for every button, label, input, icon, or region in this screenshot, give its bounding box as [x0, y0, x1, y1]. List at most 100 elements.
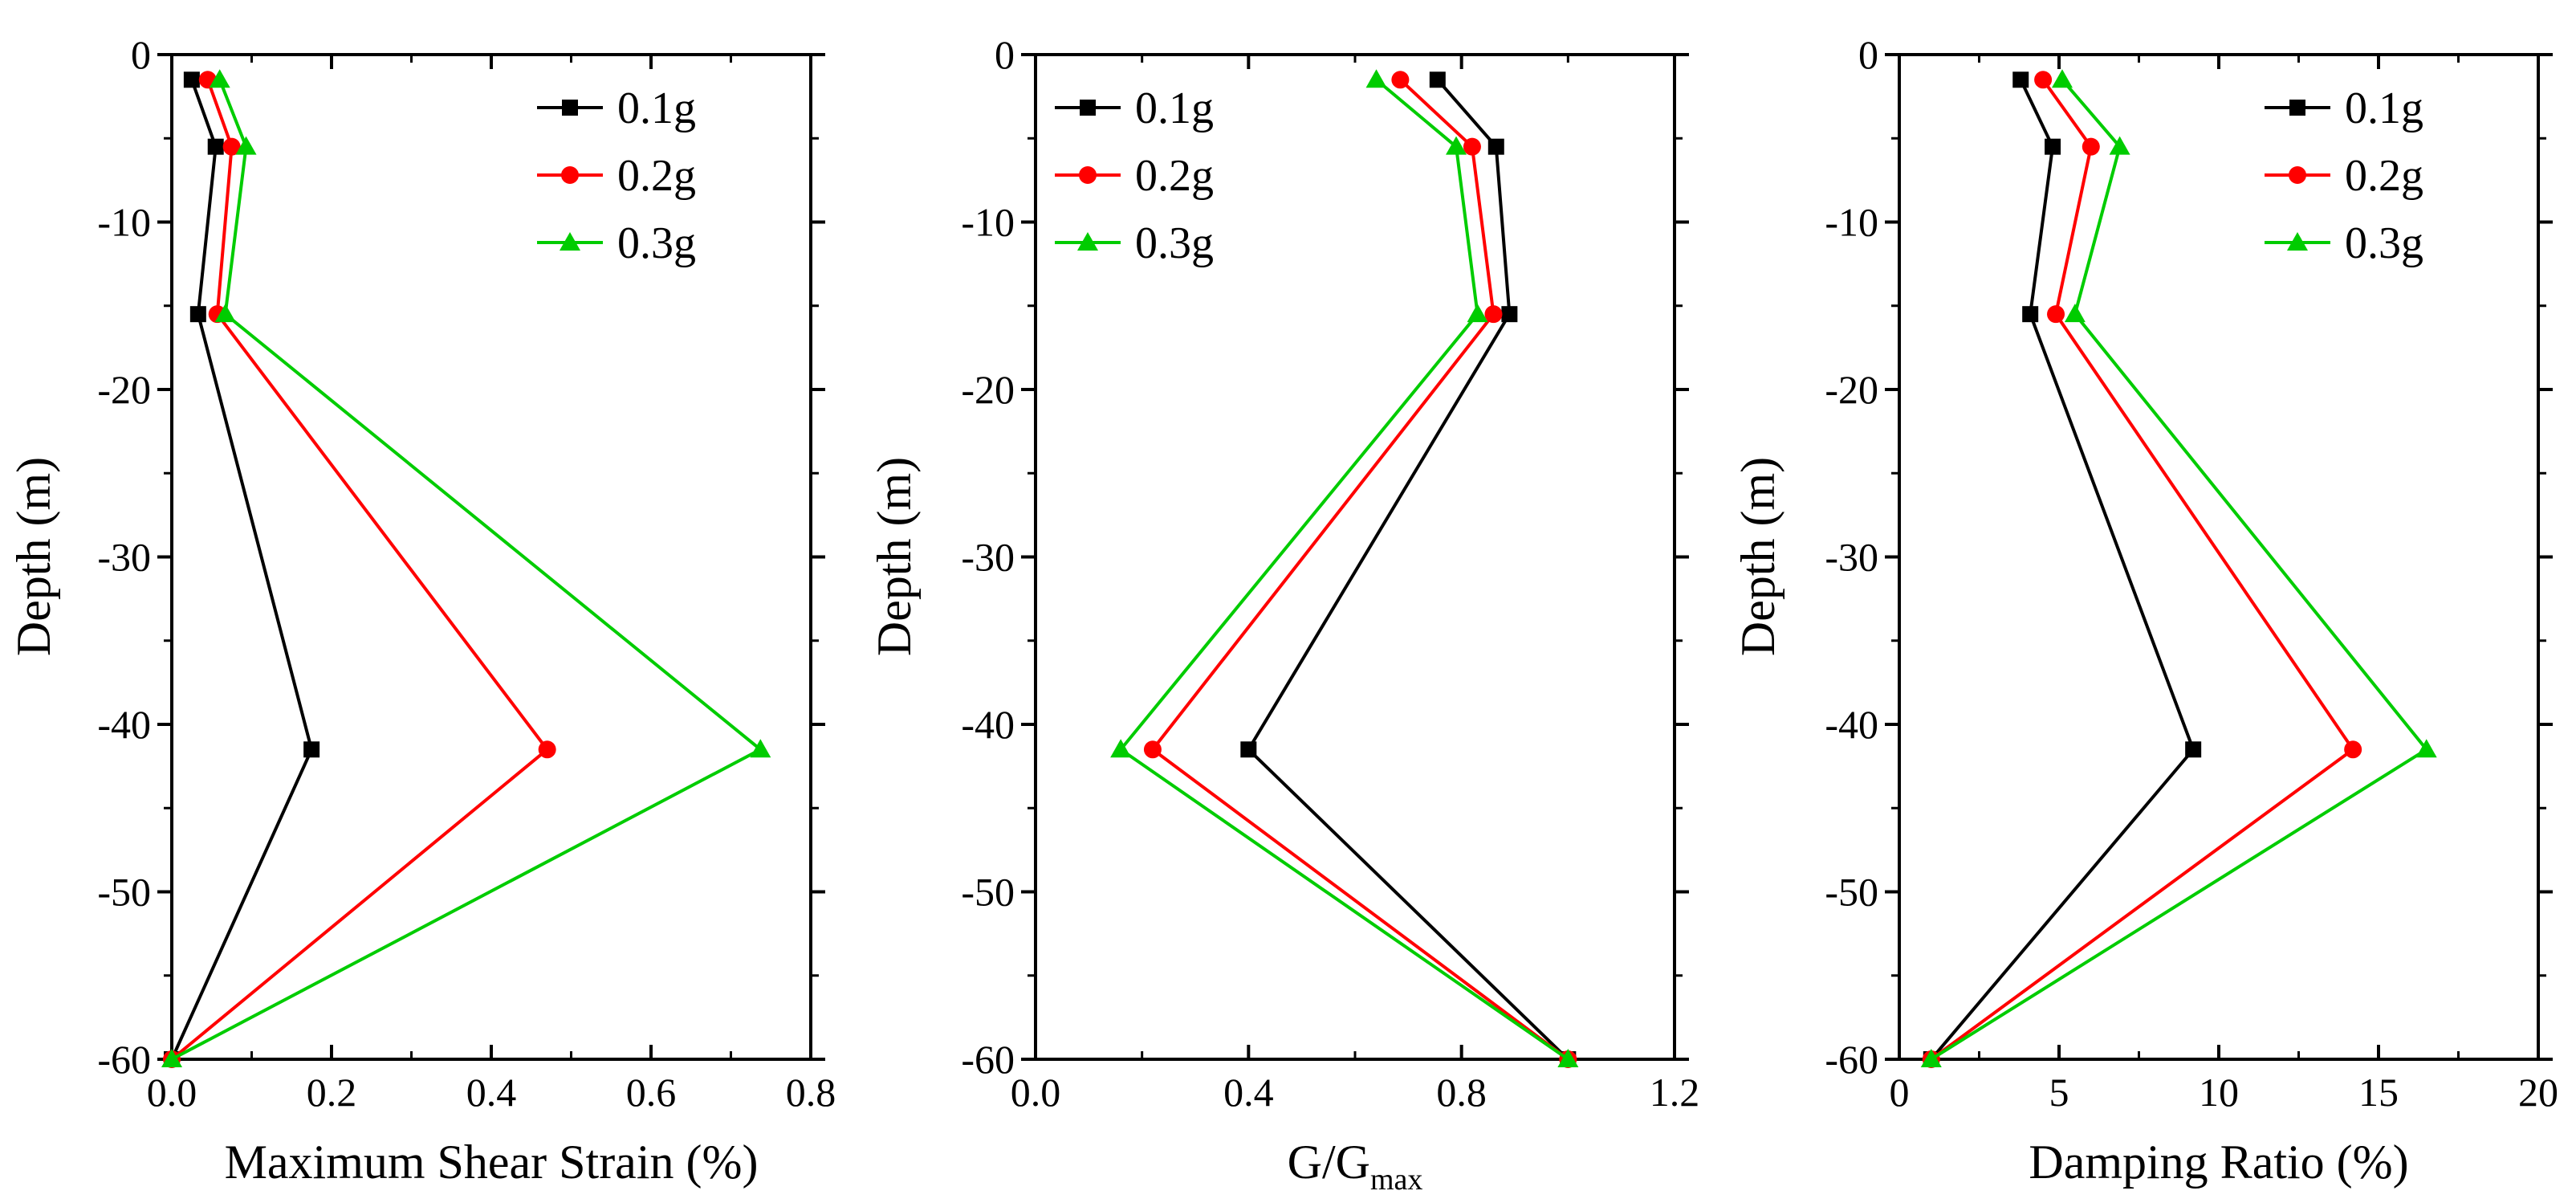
data-point-0.3g [1467, 304, 1488, 323]
y-tick-label: -50 [1825, 870, 1878, 915]
legend-label-0.1g: 0.1g [2345, 84, 2423, 133]
x-axis-title: Damping Ratio (%) [2029, 1136, 2408, 1189]
y-tick-label: 0 [995, 32, 1015, 77]
x-axis-title-main: G/G [1288, 1136, 1370, 1189]
data-point-0.2g [1484, 305, 1503, 324]
data-point-0.2g [1391, 71, 1410, 89]
legend-label-0.2g: 0.2g [617, 151, 696, 201]
x-tick-label: 0.0 [147, 1070, 197, 1115]
x-tick-label: 0.0 [1011, 1070, 1061, 1115]
y-tick-label: -30 [97, 535, 151, 580]
shear-strain-panel: 0.0 0.2 0.4 0.6 0.8 0 -10 -20 -30 -40 -50 -60 0.1g 0… [7, 32, 836, 1189]
legend-marker-0.2g [2289, 166, 2306, 184]
y-tick-label: 0 [131, 32, 151, 77]
data-point-0.3g [2109, 136, 2130, 155]
legend-label-0.1g: 0.1g [617, 84, 696, 133]
x-tick-label: 0.8 [1436, 1070, 1487, 1115]
legend-marker-0.1g [2289, 100, 2305, 116]
data-point-0.2g [1463, 137, 1481, 156]
data-point-0.1g [1429, 71, 1446, 88]
y-tick-label: -20 [97, 367, 151, 412]
y-tick-label: -20 [1825, 367, 1878, 412]
y-tick-label: -40 [97, 702, 151, 747]
x-tick-label: 5 [2049, 1070, 2069, 1115]
x-axis-title-subscript: max [1370, 1163, 1422, 1197]
y-tick-label: -50 [97, 870, 151, 915]
data-point-0.3g [1920, 1049, 1942, 1067]
y-tick-label: -20 [961, 367, 1015, 412]
legend-marker-0.1g [1080, 100, 1096, 116]
y-axis-title: Depth (m) [7, 457, 60, 656]
damping-ratio-panel: 0 5 10 15 20 0 -10 -20 -30 -40 -50 -60 0.1g 0.2g 0.3g… [1732, 32, 2558, 1189]
y-tick-label: -10 [97, 200, 151, 245]
data-point-0.3g [161, 1049, 182, 1067]
data-point-0.2g [2344, 740, 2362, 759]
x-tick-label: 0.6 [626, 1070, 677, 1115]
legend-marker-0.3g [560, 232, 580, 251]
y-tick-label: -60 [97, 1037, 151, 1082]
data-point-0.2g [222, 137, 241, 156]
data-point-0.1g [1487, 138, 1504, 155]
legend-label-0.3g: 0.3g [1135, 218, 1214, 268]
data-point-0.2g [538, 740, 556, 759]
legend-marker-0.2g [1079, 166, 1097, 184]
data-point-0.3g [235, 136, 257, 155]
data-point-0.3g [209, 69, 230, 88]
legend-marker-0.2g [561, 166, 579, 184]
data-point-0.1g [303, 741, 320, 758]
x-tick-label: 20 [2518, 1070, 2558, 1115]
x-tick-label: 0.8 [786, 1070, 836, 1115]
data-point-0.1g [2012, 71, 2029, 88]
data-point-0.3g [2051, 69, 2073, 88]
y-tick-label: -60 [1825, 1037, 1878, 1082]
data-point-0.3g [2415, 739, 2437, 758]
x-axis-title: Maximum Shear Strain (%) [225, 1136, 759, 1189]
y-axis-title: Depth (m) [1732, 457, 1784, 656]
y-axis-title: Depth (m) [868, 457, 921, 656]
y-tick-label: -60 [961, 1037, 1015, 1082]
data-point-0.3g [1110, 739, 1132, 758]
y-tick-label: -40 [1825, 702, 1878, 747]
data-point-0.2g [2047, 305, 2065, 324]
data-point-0.2g [2082, 137, 2100, 156]
data-point-0.1g [1501, 306, 1518, 323]
y-tick-label: -30 [961, 535, 1015, 580]
data-point-0.1g [183, 71, 200, 88]
legend-label-0.1g: 0.1g [1135, 84, 1214, 133]
data-point-0.1g [2185, 741, 2202, 758]
x-tick-label: 0.4 [1223, 1070, 1274, 1115]
data-point-0.3g [750, 739, 771, 758]
legend-marker-0.1g [562, 100, 578, 116]
data-point-0.1g [189, 306, 206, 323]
data-point-0.1g [1240, 741, 1257, 758]
x-tick-label: 0 [1890, 1070, 1910, 1115]
data-point-0.3g [1446, 136, 1467, 155]
legend-marker-0.3g [1077, 232, 1098, 251]
y-tick-label: -30 [1825, 535, 1878, 580]
x-tick-label: 0.4 [466, 1070, 517, 1115]
x-tick-label: 1.2 [1650, 1070, 1700, 1115]
data-point-0.3g [1557, 1049, 1579, 1067]
legend-label-0.2g: 0.2g [2345, 151, 2423, 201]
legend-label-0.3g: 0.3g [617, 218, 696, 268]
data-point-0.1g [207, 138, 224, 155]
y-tick-label: 0 [1858, 32, 1878, 77]
data-point-0.3g [2064, 304, 2086, 323]
y-tick-label: -40 [961, 702, 1015, 747]
data-point-0.1g [2022, 306, 2039, 323]
y-tick-label: -50 [961, 870, 1015, 915]
x-axis-title: G/Gmax [1288, 1136, 1423, 1197]
x-tick-label: 10 [2199, 1070, 2239, 1115]
legend-marker-0.3g [2287, 232, 2308, 251]
data-point-0.2g [1143, 740, 1162, 759]
data-point-0.3g [214, 304, 236, 323]
legend-label-0.2g: 0.2g [1135, 151, 1214, 201]
y-tick-label: -10 [1825, 200, 1878, 245]
y-tick-label: -10 [961, 200, 1015, 245]
g-gmax-panel: 0.0 0.4 0.8 1.2 0 -10 -20 -30 -40 -50 -60 0.1g 0.2g… [868, 32, 1699, 1197]
x-tick-label: 15 [2358, 1070, 2399, 1115]
legend-label-0.3g: 0.3g [2345, 218, 2423, 268]
data-point-0.3g [1365, 69, 1387, 88]
data-point-0.2g [2034, 71, 2053, 89]
